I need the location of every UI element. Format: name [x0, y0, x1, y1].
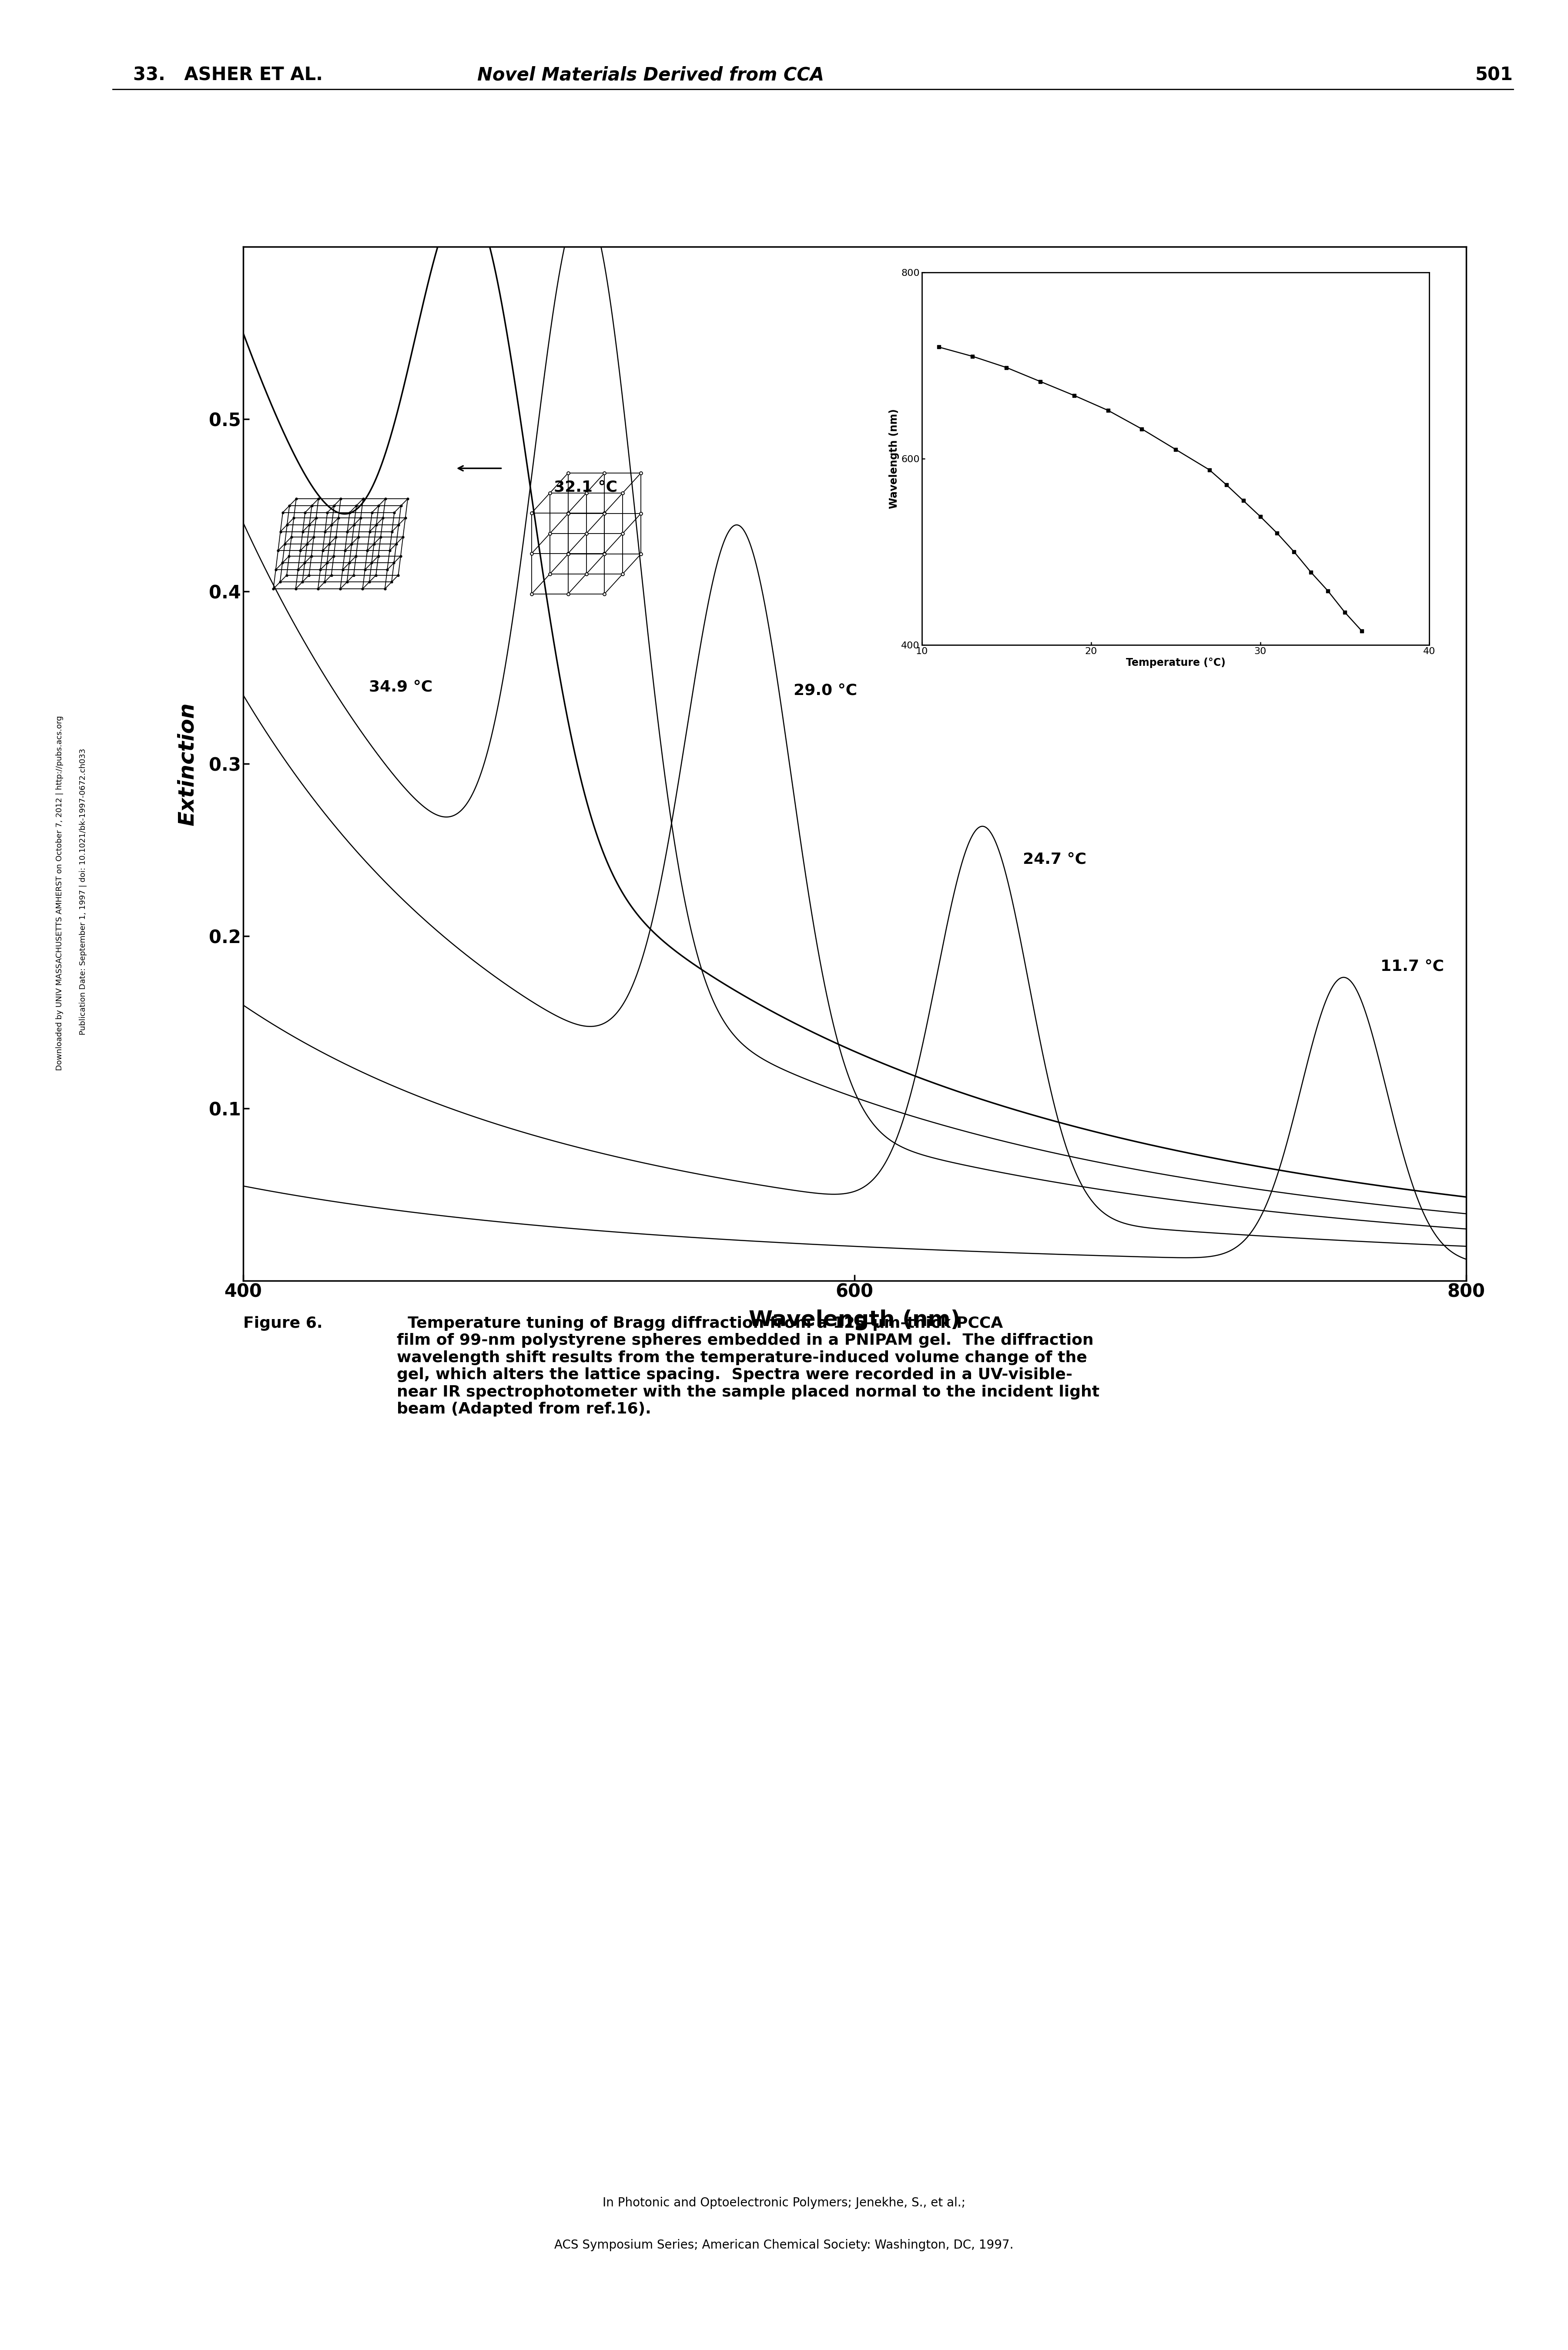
Text: In Photonic and Optoelectronic Polymers; Jenekhe, S., et al.;: In Photonic and Optoelectronic Polymers;… [602, 2197, 966, 2209]
Text: 24.7 °C: 24.7 °C [1022, 853, 1087, 867]
Text: 33.   ASHER ET AL.: 33. ASHER ET AL. [133, 66, 323, 85]
Text: Publication Date: September 1, 1997 | doi: 10.1021/bk-1997-0672.ch033: Publication Date: September 1, 1997 | do… [80, 747, 86, 1039]
Text: 34.9 °C: 34.9 °C [368, 679, 433, 696]
Text: 32.1 °C: 32.1 °C [554, 479, 618, 496]
X-axis label: Wavelength (nm): Wavelength (nm) [750, 1309, 960, 1330]
Text: Figure 6.: Figure 6. [243, 1316, 323, 1330]
Text: ACS Symposium Series; American Chemical Society: Washington, DC, 1997.: ACS Symposium Series; American Chemical … [555, 2240, 1013, 2251]
Y-axis label: Extinction: Extinction [177, 703, 198, 825]
Text: Novel Materials Derived from CCA: Novel Materials Derived from CCA [477, 66, 825, 85]
Text: 29.0 °C: 29.0 °C [793, 684, 858, 698]
Text: Downloaded by UNIV MASSACHUSETTS AMHERST on October 7, 2012 | http://pubs.acs.or: Downloaded by UNIV MASSACHUSETTS AMHERST… [56, 714, 63, 1072]
Text: Temperature tuning of Bragg diffraction from a 125-μm-thick PCCA
film of 99-nm p: Temperature tuning of Bragg diffraction … [397, 1316, 1099, 1417]
Text: 501: 501 [1475, 66, 1513, 85]
Text: 11.7 °C: 11.7 °C [1380, 959, 1444, 973]
